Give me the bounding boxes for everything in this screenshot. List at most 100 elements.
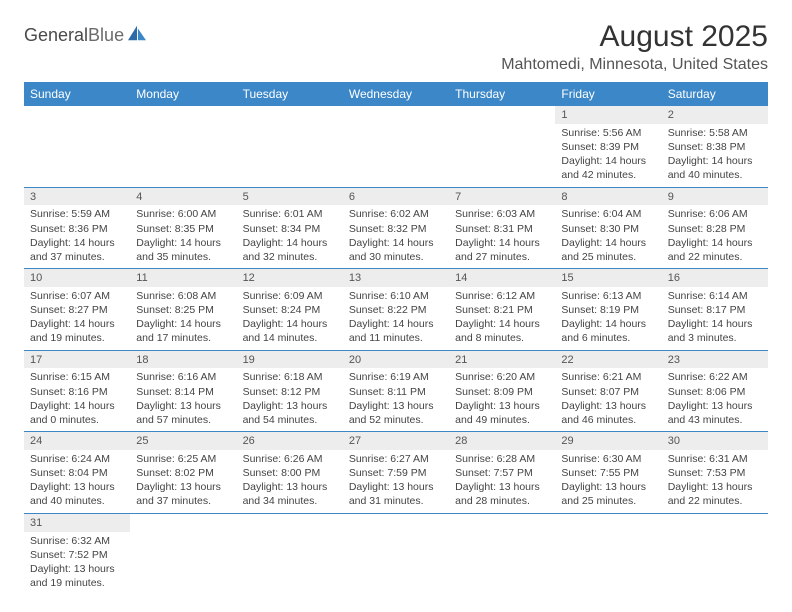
cell-date-number bbox=[24, 106, 130, 124]
sunrise-text: Sunrise: 6:31 AM bbox=[668, 452, 762, 466]
sunset-text: Sunset: 8:06 PM bbox=[668, 385, 762, 399]
day-header: Wednesday bbox=[343, 82, 449, 106]
month-title: August 2025 bbox=[501, 20, 768, 54]
calendar-cell: 8Sunrise: 6:04 AMSunset: 8:30 PMDaylight… bbox=[555, 188, 661, 269]
calendar-cell: 16Sunrise: 6:14 AMSunset: 8:17 PMDayligh… bbox=[662, 269, 768, 350]
cell-date-number bbox=[662, 514, 768, 532]
day-header: Tuesday bbox=[237, 82, 343, 106]
week-row: 24Sunrise: 6:24 AMSunset: 8:04 PMDayligh… bbox=[24, 432, 768, 514]
daylight-text: Daylight: 14 hours and 37 minutes. bbox=[30, 236, 124, 264]
daylight-text: Daylight: 14 hours and 11 minutes. bbox=[349, 317, 443, 345]
cell-body: Sunrise: 6:22 AMSunset: 8:06 PMDaylight:… bbox=[662, 368, 768, 431]
sunrise-text: Sunrise: 6:06 AM bbox=[668, 207, 762, 221]
cell-date-number: 9 bbox=[662, 188, 768, 206]
calendar-cell: 4Sunrise: 6:00 AMSunset: 8:35 PMDaylight… bbox=[130, 188, 236, 269]
cell-date-number: 21 bbox=[449, 351, 555, 369]
cell-date-number: 24 bbox=[24, 432, 130, 450]
sunset-text: Sunset: 8:34 PM bbox=[243, 222, 337, 236]
day-header: Thursday bbox=[449, 82, 555, 106]
cell-body: Sunrise: 6:15 AMSunset: 8:16 PMDaylight:… bbox=[24, 368, 130, 431]
calendar-cell: 23Sunrise: 6:22 AMSunset: 8:06 PMDayligh… bbox=[662, 351, 768, 432]
sunrise-text: Sunrise: 6:24 AM bbox=[30, 452, 124, 466]
daylight-text: Daylight: 14 hours and 42 minutes. bbox=[561, 154, 655, 182]
calendar-cell bbox=[24, 106, 130, 187]
daylight-text: Daylight: 13 hours and 34 minutes. bbox=[243, 480, 337, 508]
cell-body: Sunrise: 6:18 AMSunset: 8:12 PMDaylight:… bbox=[237, 368, 343, 431]
cell-body: Sunrise: 5:59 AMSunset: 8:36 PMDaylight:… bbox=[24, 205, 130, 268]
daylight-text: Daylight: 13 hours and 54 minutes. bbox=[243, 399, 337, 427]
daylight-text: Daylight: 13 hours and 28 minutes. bbox=[455, 480, 549, 508]
daylight-text: Daylight: 13 hours and 57 minutes. bbox=[136, 399, 230, 427]
daylight-text: Daylight: 13 hours and 43 minutes. bbox=[668, 399, 762, 427]
daylight-text: Daylight: 13 hours and 46 minutes. bbox=[561, 399, 655, 427]
sunrise-text: Sunrise: 6:01 AM bbox=[243, 207, 337, 221]
cell-date-number: 22 bbox=[555, 351, 661, 369]
cell-body bbox=[130, 124, 236, 172]
cell-date-number: 15 bbox=[555, 269, 661, 287]
sunrise-text: Sunrise: 6:02 AM bbox=[349, 207, 443, 221]
sunset-text: Sunset: 8:24 PM bbox=[243, 303, 337, 317]
calendar-cell: 2Sunrise: 5:58 AMSunset: 8:38 PMDaylight… bbox=[662, 106, 768, 187]
sunrise-text: Sunrise: 5:58 AM bbox=[668, 126, 762, 140]
calendar-cell: 22Sunrise: 6:21 AMSunset: 8:07 PMDayligh… bbox=[555, 351, 661, 432]
sunrise-text: Sunrise: 6:09 AM bbox=[243, 289, 337, 303]
cell-body: Sunrise: 6:08 AMSunset: 8:25 PMDaylight:… bbox=[130, 287, 236, 350]
calendar-cell: 21Sunrise: 6:20 AMSunset: 8:09 PMDayligh… bbox=[449, 351, 555, 432]
week-row: 31Sunrise: 6:32 AMSunset: 7:52 PMDayligh… bbox=[24, 514, 768, 595]
cell-date-number: 17 bbox=[24, 351, 130, 369]
calendar-cell: 7Sunrise: 6:03 AMSunset: 8:31 PMDaylight… bbox=[449, 188, 555, 269]
cell-date-number: 2 bbox=[662, 106, 768, 124]
calendar-cell: 30Sunrise: 6:31 AMSunset: 7:53 PMDayligh… bbox=[662, 432, 768, 513]
cell-body bbox=[449, 124, 555, 172]
sunset-text: Sunset: 8:35 PM bbox=[136, 222, 230, 236]
calendar-cell: 26Sunrise: 6:26 AMSunset: 8:00 PMDayligh… bbox=[237, 432, 343, 513]
cell-date-number bbox=[343, 106, 449, 124]
sunset-text: Sunset: 8:09 PM bbox=[455, 385, 549, 399]
sunrise-text: Sunrise: 6:03 AM bbox=[455, 207, 549, 221]
cell-body: Sunrise: 6:21 AMSunset: 8:07 PMDaylight:… bbox=[555, 368, 661, 431]
cell-date-number: 5 bbox=[237, 188, 343, 206]
cell-date-number: 30 bbox=[662, 432, 768, 450]
sunset-text: Sunset: 8:00 PM bbox=[243, 466, 337, 480]
sunrise-text: Sunrise: 6:15 AM bbox=[30, 370, 124, 384]
cell-date-number: 26 bbox=[237, 432, 343, 450]
cell-date-number bbox=[555, 514, 661, 532]
cell-date-number: 23 bbox=[662, 351, 768, 369]
sunset-text: Sunset: 7:57 PM bbox=[455, 466, 549, 480]
calendar-cell bbox=[130, 514, 236, 595]
cell-date-number: 10 bbox=[24, 269, 130, 287]
cell-date-number: 19 bbox=[237, 351, 343, 369]
sunrise-text: Sunrise: 6:16 AM bbox=[136, 370, 230, 384]
week-row: 10Sunrise: 6:07 AMSunset: 8:27 PMDayligh… bbox=[24, 269, 768, 351]
day-headers-row: Sunday Monday Tuesday Wednesday Thursday… bbox=[24, 82, 768, 106]
day-header: Saturday bbox=[662, 82, 768, 106]
cell-date-number bbox=[449, 106, 555, 124]
sunset-text: Sunset: 8:31 PM bbox=[455, 222, 549, 236]
sunrise-text: Sunrise: 6:12 AM bbox=[455, 289, 549, 303]
cell-date-number: 1 bbox=[555, 106, 661, 124]
sunrise-text: Sunrise: 6:14 AM bbox=[668, 289, 762, 303]
sunset-text: Sunset: 8:25 PM bbox=[136, 303, 230, 317]
daylight-text: Daylight: 14 hours and 8 minutes. bbox=[455, 317, 549, 345]
cell-body bbox=[449, 532, 555, 580]
cell-body: Sunrise: 5:56 AMSunset: 8:39 PMDaylight:… bbox=[555, 124, 661, 187]
daylight-text: Daylight: 13 hours and 19 minutes. bbox=[30, 562, 124, 590]
cell-body bbox=[24, 124, 130, 172]
calendar-cell: 27Sunrise: 6:27 AMSunset: 7:59 PMDayligh… bbox=[343, 432, 449, 513]
calendar-cell: 31Sunrise: 6:32 AMSunset: 7:52 PMDayligh… bbox=[24, 514, 130, 595]
cell-body: Sunrise: 6:30 AMSunset: 7:55 PMDaylight:… bbox=[555, 450, 661, 513]
day-header: Monday bbox=[130, 82, 236, 106]
daylight-text: Daylight: 14 hours and 17 minutes. bbox=[136, 317, 230, 345]
cell-body bbox=[662, 532, 768, 580]
sunset-text: Sunset: 8:39 PM bbox=[561, 140, 655, 154]
daylight-text: Daylight: 14 hours and 6 minutes. bbox=[561, 317, 655, 345]
sunset-text: Sunset: 7:53 PM bbox=[668, 466, 762, 480]
cell-date-number bbox=[343, 514, 449, 532]
sunrise-text: Sunrise: 5:56 AM bbox=[561, 126, 655, 140]
title-block: August 2025 Mahtomedi, Minnesota, United… bbox=[501, 20, 768, 74]
week-row: 1Sunrise: 5:56 AMSunset: 8:39 PMDaylight… bbox=[24, 106, 768, 188]
cell-date-number: 4 bbox=[130, 188, 236, 206]
logo: GeneralBlue bbox=[24, 24, 148, 46]
sunrise-text: Sunrise: 6:30 AM bbox=[561, 452, 655, 466]
daylight-text: Daylight: 13 hours and 52 minutes. bbox=[349, 399, 443, 427]
